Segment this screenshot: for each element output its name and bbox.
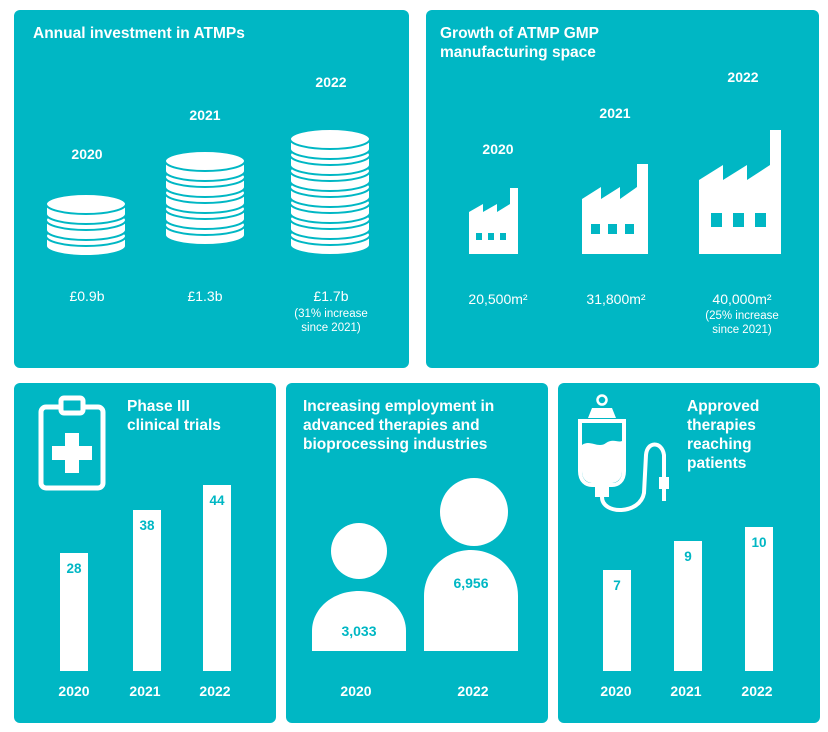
therapies-panel: Approved therapies reaching patients 7 9 1… xyxy=(558,383,820,723)
therapies-bar-value-2022: 10 xyxy=(751,535,767,550)
investment-year-2021: 2021 xyxy=(189,107,221,123)
trials-bar-2022: 44 xyxy=(203,485,231,671)
therapies-bar-2020: 7 xyxy=(603,570,631,671)
employment-value-2022: 6,956 xyxy=(453,575,489,591)
manufacturing-panel: Growth of ATMP GMP manufacturing space 2… xyxy=(426,10,819,368)
manufacturing-note-2022: (25% increase since 2021) xyxy=(705,310,779,336)
employment-panel: Increasing employment in advanced therap… xyxy=(286,383,548,723)
trials-bar-value-2020: 28 xyxy=(66,560,82,576)
coin-stack-icon xyxy=(289,128,371,256)
therapies-bar-2022: 10 xyxy=(745,527,773,671)
trials-year-2021: 2021 xyxy=(129,683,161,699)
trials-panel: Phase III clinical trials 28 38 44 2020 20… xyxy=(14,383,276,723)
manufacturing-year-2020: 2020 xyxy=(482,141,514,157)
trials-bar-value-2022: 44 xyxy=(209,493,225,508)
trials-bar-value-2021: 38 xyxy=(139,518,155,534)
investment-value-2020: £0.9b xyxy=(69,288,105,304)
coin-stack-icon xyxy=(164,150,246,246)
trials-bar-2021: 38 xyxy=(133,510,161,671)
employment-title: Increasing employment in advanced therap… xyxy=(303,398,495,453)
therapies-year-2021: 2021 xyxy=(670,683,702,699)
person-icon xyxy=(424,478,518,651)
clipboard-medical-icon xyxy=(38,395,106,491)
trials-title: Phase III clinical trials xyxy=(127,398,221,434)
factory-icon xyxy=(582,164,648,254)
coin-stack-icon xyxy=(45,193,127,257)
person-icon xyxy=(312,523,406,651)
factory-icon xyxy=(699,130,781,254)
manufacturing-year-2021: 2021 xyxy=(599,105,631,121)
therapies-year-2022: 2022 xyxy=(741,683,773,699)
iv-bag-icon xyxy=(578,394,669,512)
therapies-bar-value-2020: 7 xyxy=(613,578,621,594)
investment-year-2020: 2020 xyxy=(71,146,103,162)
investment-year-2022: 2022 xyxy=(315,74,347,90)
employment-year-2022: 2022 xyxy=(457,683,489,699)
therapies-bar-2021: 9 xyxy=(674,541,702,671)
manufacturing-value-2022: 40,000m² xyxy=(712,291,772,307)
therapies-bar-value-2021: 9 xyxy=(684,549,692,565)
investment-value-2022: £1.7b xyxy=(313,288,349,304)
trials-year-2020: 2020 xyxy=(58,683,90,699)
therapies-title: Approved therapies reaching patients xyxy=(687,398,760,472)
investment-panel: Annual investment in ATMPs 2020 2021 202… xyxy=(14,10,409,368)
investment-note-2022: (31% increase since 2021) xyxy=(294,308,368,334)
investment-value-2021: £1.3b xyxy=(187,288,223,304)
trials-bar-2020: 28 xyxy=(60,552,88,671)
factory-icon xyxy=(469,188,518,254)
employment-value-2020: 3,033 xyxy=(341,623,377,639)
employment-year-2020: 2020 xyxy=(340,683,372,699)
investment-title: Annual investment in ATMPs xyxy=(33,25,245,42)
manufacturing-title: Growth of ATMP GMP manufacturing space xyxy=(440,25,600,61)
manufacturing-value-2021: 31,800m² xyxy=(586,291,646,307)
manufacturing-year-2022: 2022 xyxy=(727,69,759,85)
therapies-year-2020: 2020 xyxy=(600,683,632,699)
trials-year-2022: 2022 xyxy=(199,683,231,699)
manufacturing-value-2020: 20,500m² xyxy=(468,291,528,307)
